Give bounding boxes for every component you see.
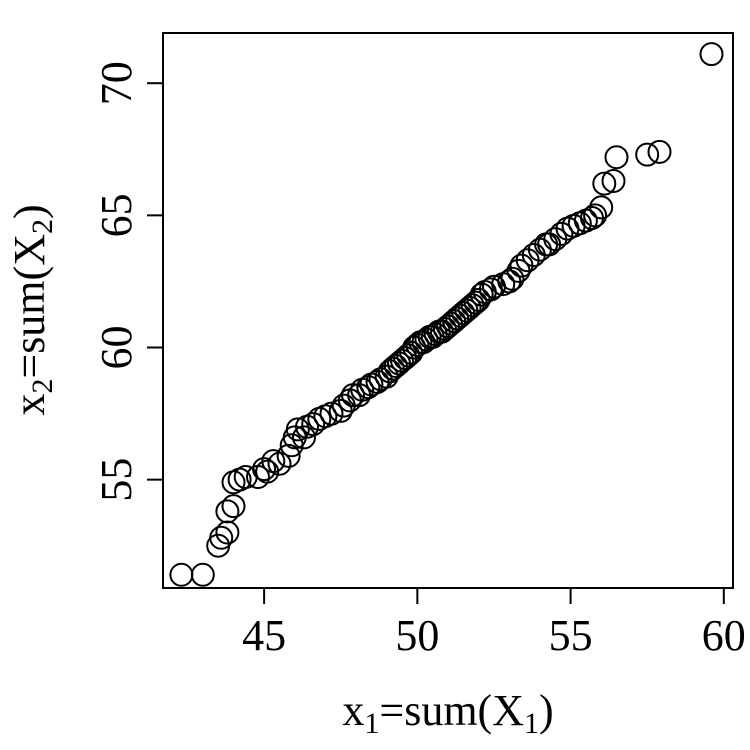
data-point	[169, 562, 194, 587]
y-tick-label: 55	[92, 458, 141, 502]
data-point	[221, 494, 246, 519]
data-point	[190, 562, 215, 587]
data-point	[285, 417, 310, 442]
data-point	[292, 425, 316, 450]
data-point	[390, 348, 414, 373]
x-axis: 45 50 55 60	[242, 587, 746, 660]
data-point	[500, 266, 525, 291]
data-point	[209, 525, 234, 550]
data-point	[457, 295, 482, 320]
data-point	[604, 145, 629, 170]
data-point	[635, 142, 660, 167]
data-point	[592, 171, 617, 196]
x-axis-label: x1=sum(X1)	[342, 686, 553, 740]
data-point	[215, 499, 240, 524]
data-point	[301, 412, 326, 437]
y-axis-label: x2=sum(X2)	[5, 204, 59, 415]
x-tick-label: 50	[395, 611, 439, 660]
y-tick-label: 70	[92, 61, 141, 105]
x-tick-label: 45	[242, 611, 286, 660]
data-point	[589, 195, 614, 220]
data-point	[549, 221, 574, 246]
data-points	[169, 42, 724, 587]
y-axis: 55 60 65 70	[92, 61, 164, 502]
data-point	[252, 457, 277, 482]
data-point	[699, 42, 724, 67]
data-point	[276, 443, 301, 468]
data-point	[647, 139, 672, 164]
x-tick-label: 60	[702, 611, 746, 660]
y-tick-label: 65	[92, 193, 141, 237]
y-tick-label: 60	[92, 326, 141, 370]
data-point	[319, 401, 344, 426]
data-point	[583, 203, 608, 228]
data-point	[601, 169, 626, 193]
data-point	[267, 451, 292, 476]
plot-frame	[162, 32, 734, 589]
x-tick-label: 55	[549, 611, 593, 660]
